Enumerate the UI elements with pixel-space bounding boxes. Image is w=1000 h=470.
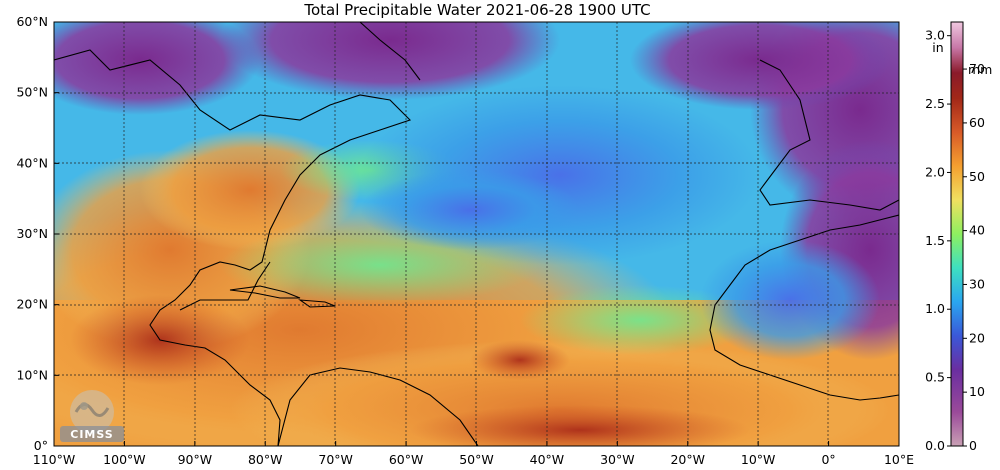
colorbar-inch-scale: 0.0 0.5 1.0 1.5 2.0 2.5 3.0 <box>925 28 951 453</box>
lon-tick-label: 70°W <box>318 452 353 467</box>
cimss-logo-text: CIMSS <box>70 428 114 441</box>
north-america-coast <box>54 49 412 446</box>
lon-tick-label: 20°W <box>670 452 705 467</box>
greenland-edge <box>359 22 421 81</box>
colorbar-inch-label: 0.0 <box>925 438 945 453</box>
longitude-axis: 110°W 100°W 90°W 80°W 70°W 60°W 50°W 40°W 30°W 20… <box>33 441 914 467</box>
coastlines <box>54 22 899 446</box>
south-america-coast <box>277 367 479 446</box>
lon-tick-label: 80°W <box>248 452 283 467</box>
lon-tick-label: 100°W <box>103 452 145 467</box>
colorbar-mm-label: 20 <box>969 330 985 345</box>
lat-tick-label: 20°N <box>16 297 48 312</box>
lon-tick-label: 0° <box>821 452 835 467</box>
colorbar-mm-label: 30 <box>969 276 985 291</box>
lat-tick-label: 40°N <box>16 155 48 170</box>
lat-tick-label: 0° <box>34 438 48 453</box>
colorbar-inch-label: 0.5 <box>925 370 945 385</box>
graticule <box>54 22 899 446</box>
colorbar-mm-label: 0 <box>969 438 977 453</box>
lon-tick-label: 50°W <box>459 452 494 467</box>
lon-tick-label: 90°W <box>178 452 213 467</box>
colorbar-mm-label: 10 <box>969 384 985 399</box>
colorbar-mm-label: 60 <box>969 115 985 130</box>
tpw-field <box>54 22 899 446</box>
lon-tick-label: 110°W <box>33 452 75 467</box>
lat-tick-label: 10°N <box>16 367 48 382</box>
lon-tick-label: 40°W <box>530 452 565 467</box>
colorbar-mm-label: 40 <box>969 223 985 238</box>
colorbar <box>950 21 964 447</box>
colorbar-inch-label: 2.5 <box>925 96 945 111</box>
colorbar-inch-unit: in <box>932 40 943 55</box>
colorbar-inch-label: 1.5 <box>925 233 945 248</box>
lon-tick-label: 10°W <box>741 452 776 467</box>
colorbar-mm-label: 70 <box>969 61 985 76</box>
lat-tick-label: 60°N <box>16 14 48 29</box>
colorbar-mm-scale: 0 10 20 30 40 50 60 70 <box>963 61 985 453</box>
map-title: Total Precipitable Water 2021-06-28 1900… <box>304 1 651 19</box>
lon-tick-label: 10°E <box>884 452 914 467</box>
lat-tick-label: 30°N <box>16 226 48 241</box>
colorbar-inch-label: 1.0 <box>925 301 945 316</box>
colorbar-inch-label: 2.0 <box>925 164 945 179</box>
colorbar-inch-label: 3.0 <box>925 28 945 43</box>
colorbar-mm-unit: mm <box>968 62 992 77</box>
africa-coast <box>709 214 899 401</box>
colorbar-mm-label: 50 <box>969 169 985 184</box>
lat-tick-label: 50°N <box>16 85 48 100</box>
latitude-axis: 0° 10°N 20°N 30°N 40°N 50°N 60°N <box>16 14 59 453</box>
lon-tick-label: 60°W <box>389 452 424 467</box>
europe-coast <box>759 59 899 211</box>
lon-tick-label: 30°W <box>600 452 635 467</box>
cimss-logo-icon <box>60 390 124 442</box>
gulf-coast <box>179 261 271 311</box>
cuba <box>229 285 301 299</box>
